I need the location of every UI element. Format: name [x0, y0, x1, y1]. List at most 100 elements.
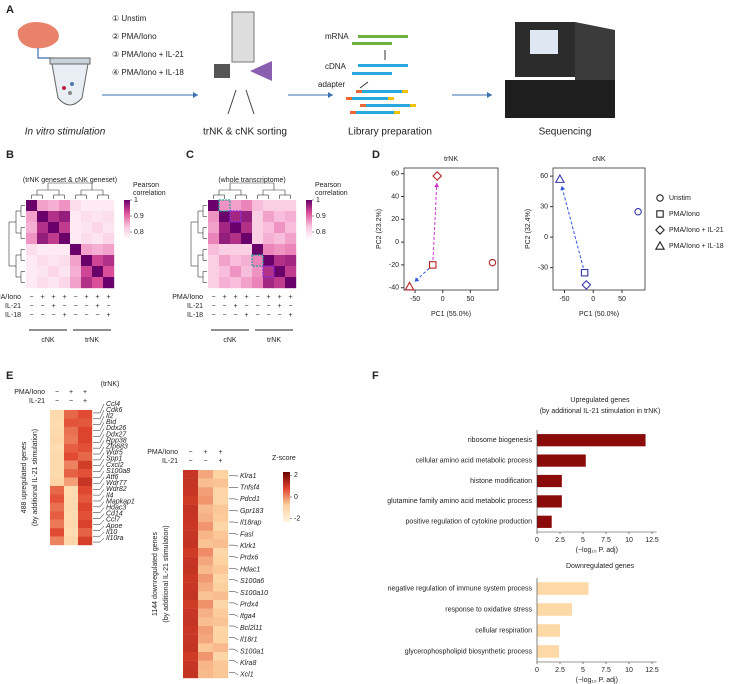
heatmap-cell — [78, 410, 93, 419]
heatmap-cell — [213, 513, 229, 523]
panel-label: B — [6, 149, 14, 161]
gene-connector — [229, 498, 239, 500]
x-axis-label: (−log₁₀ P. adj) — [576, 547, 618, 554]
heatmap-cell — [219, 266, 231, 278]
y-tick-label: 40 — [391, 193, 399, 200]
gene-connector — [229, 567, 239, 570]
gene-label: Bcl2l11 — [240, 625, 263, 632]
heatmap-cell — [230, 277, 242, 289]
gene-label: Ccl4 — [106, 401, 120, 408]
bar — [537, 434, 646, 447]
chart-title: cNK — [592, 156, 606, 163]
panel-label: D — [372, 149, 380, 161]
annotation-sign: + — [288, 312, 292, 319]
heatmap-cell — [230, 211, 242, 223]
gene-connector — [229, 510, 239, 512]
annotation-sign: + — [233, 303, 237, 310]
annotation-sign: + — [277, 294, 281, 301]
heatmap-cell — [92, 244, 104, 256]
bar — [537, 645, 560, 658]
heatmap-cell — [78, 469, 93, 478]
sequencer-screen — [530, 30, 558, 54]
heatmap-cell — [78, 460, 93, 470]
heatmap-cell — [37, 200, 49, 212]
heatmap-cell — [213, 478, 229, 488]
heatmap-cell — [213, 574, 229, 583]
heatmap-cell — [252, 266, 264, 278]
colorbar-tick-label: -2 — [294, 516, 300, 523]
annotation-sign: − — [255, 294, 259, 301]
heatmap-cell — [50, 519, 65, 529]
adapter — [350, 111, 356, 114]
annotation-sign: − — [211, 294, 215, 301]
heatmap-cell — [213, 617, 229, 627]
gene-connector — [93, 409, 105, 420]
heatmap-cell — [274, 211, 286, 223]
cdna-bar — [358, 64, 408, 67]
heatmap-cell — [183, 660, 199, 670]
heatmap-cell — [241, 255, 253, 267]
heatmap-cell — [183, 617, 199, 627]
annotation-sign: + — [51, 294, 55, 301]
x-axis-label: PC1 (50.0%) — [579, 311, 619, 318]
heatmap-cell — [208, 233, 220, 245]
heatmap-cell — [198, 669, 214, 679]
x-tick-label: 50 — [466, 296, 474, 303]
heatmap-cell — [50, 511, 65, 520]
heatmap-cell — [78, 502, 93, 512]
gene-label: Wdr5 — [106, 450, 123, 457]
gene-label: Prdx6 — [240, 555, 258, 562]
heatmap-cell — [59, 233, 71, 245]
heatmap-cell — [70, 211, 82, 223]
heatmap-cell — [183, 470, 199, 479]
workflow-illustration — [17, 11, 615, 118]
library-label: adapter — [318, 80, 345, 89]
heatmap-cell — [70, 255, 82, 267]
annotation-sign: − — [40, 303, 44, 310]
heatmap-cell — [198, 643, 214, 653]
annotation-sign: + — [218, 449, 222, 456]
annotation-sign: − — [266, 303, 270, 310]
heatmap-cell — [274, 244, 286, 256]
heatmap-cell — [26, 211, 38, 223]
legend-marker — [656, 210, 664, 218]
annotation-sign: − — [29, 312, 33, 319]
category-label: cellular amino acid metabolic process — [416, 457, 533, 464]
insert — [356, 111, 394, 114]
heatmap-cell — [208, 200, 220, 212]
heatmap-cell — [198, 470, 214, 479]
y-tick-label: 0 — [395, 239, 399, 246]
point — [581, 279, 592, 290]
heatmap-cell — [198, 513, 214, 523]
trajectory-arrow — [414, 264, 434, 283]
heatmap-cell — [103, 277, 115, 289]
annotation-sign: + — [277, 303, 281, 310]
gene-connector — [93, 458, 105, 467]
heatmap-cell — [241, 200, 253, 212]
heatmap-cell — [285, 266, 297, 278]
gene-connector — [93, 422, 105, 431]
gene-connector — [229, 602, 239, 605]
gene-label: Zfp683 — [105, 444, 128, 451]
highlight-box — [218, 199, 231, 212]
heatmap-cell — [103, 222, 115, 234]
heatmap-cell — [230, 244, 242, 256]
heatmap-cell — [64, 460, 79, 470]
bar — [537, 515, 552, 528]
heatmap-title: (whole transcriptome) — [218, 177, 285, 184]
bar — [537, 624, 560, 637]
annotation-sign: − — [233, 312, 237, 319]
heatmap-cell — [198, 496, 214, 505]
gene-label: Apoe — [105, 523, 122, 530]
heatmap-cell — [26, 233, 38, 245]
heatmap-cell — [208, 266, 220, 278]
gene-label: Bid — [106, 419, 117, 426]
heatmap-cell — [219, 255, 231, 267]
gene-label: Itga4 — [240, 613, 256, 620]
heatmap-cell — [37, 211, 49, 223]
arrowhead — [434, 182, 440, 188]
x-axis-label: PC1 (55.0%) — [431, 311, 471, 318]
colorbar-tick-label: 0.8 — [134, 229, 144, 236]
gene-connector — [229, 637, 239, 641]
heatmap-cell — [198, 539, 214, 549]
